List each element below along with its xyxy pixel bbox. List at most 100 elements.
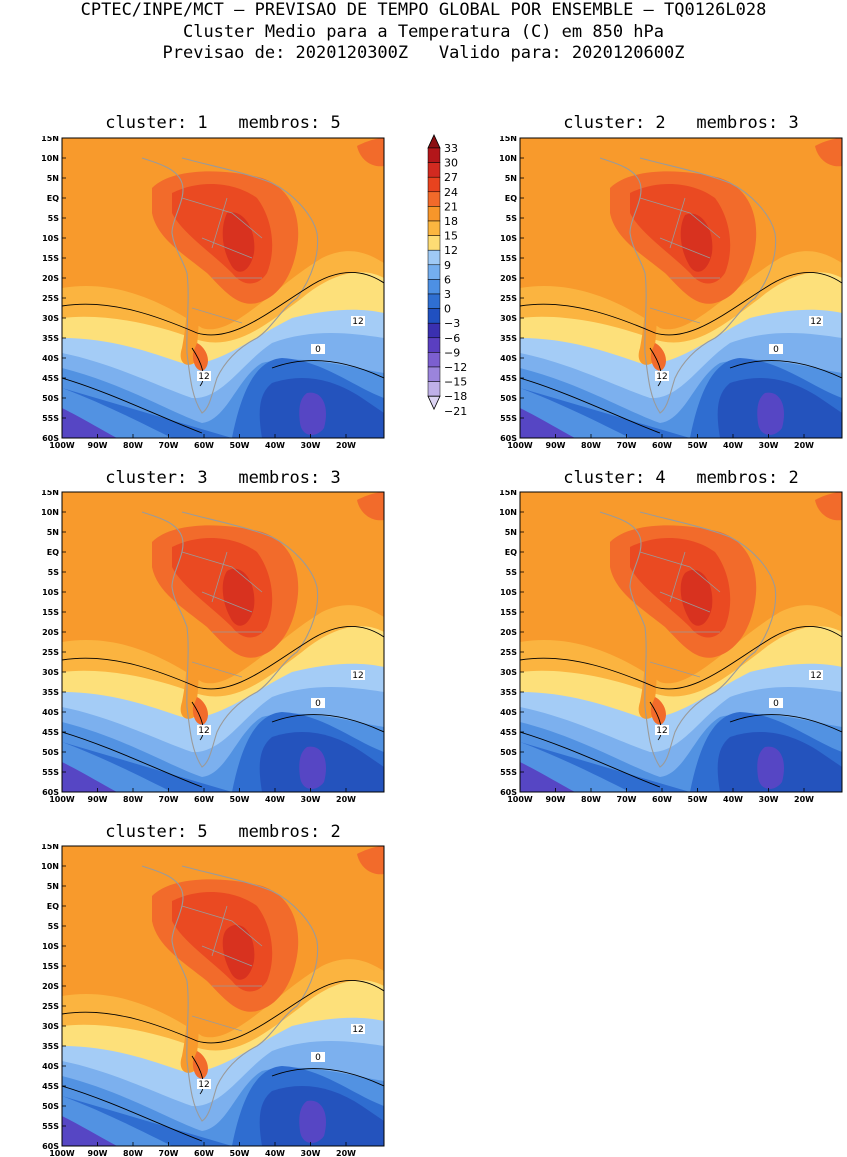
lat-label: 15S (42, 254, 59, 263)
lat-label: 5S (48, 922, 60, 931)
lon-label: 60W (652, 795, 672, 802)
contour-label-bg (197, 725, 211, 735)
lat-label: 45S (42, 728, 59, 737)
lon-label: 80W (123, 441, 143, 448)
contour-label: 12 (656, 372, 667, 382)
lon-label: 90W (88, 1149, 108, 1156)
lat-label: 10N (499, 154, 517, 163)
cluster-5-map: 12 12 0 15N 10N 5N EQ 5S 10S 15S 20S 25S 30S 35S 40S 45… (41, 844, 385, 1156)
lat-label: 55S (42, 414, 59, 423)
lat-label: 25S (42, 648, 59, 657)
andes-warm-tongue (180, 612, 199, 719)
lon-label: 80W (123, 1149, 143, 1156)
lat-label: EQ (47, 194, 59, 203)
lat-label: 5N (47, 174, 59, 183)
contour-label: 0 (315, 1053, 321, 1063)
contour-12-andes (191, 1055, 204, 1095)
contour-label-bg (197, 1079, 211, 1089)
contour-label-bg (311, 344, 325, 354)
lon-label: 30W (301, 795, 321, 802)
lat-label: 15S (42, 962, 59, 971)
lon-label: 40W (723, 441, 743, 448)
cluster-2-map: 12 12 0 15N 10N 5N EQ 5S 10S 15S 20S 25S 30S 35S 40S 45… (499, 136, 843, 448)
lon-label: 40W (723, 795, 743, 802)
northeast-warm-patch (357, 138, 384, 167)
lat-label: 15N (41, 844, 59, 851)
country-borders (181, 551, 263, 678)
lat-label: 30S (42, 1022, 59, 1031)
lat-label: 15N (499, 490, 517, 497)
colorbar-swatch (427, 206, 441, 222)
contour-label-bg (311, 698, 325, 708)
contour-label: 0 (315, 699, 321, 709)
patagonia-warm-spot (192, 343, 208, 371)
colorbar-swatch (427, 176, 441, 193)
cold-core (299, 746, 327, 789)
hot-core (222, 568, 255, 626)
lon-label: 80W (581, 795, 601, 802)
lon-label: 90W (88, 795, 108, 802)
lon-label: 70W (617, 441, 637, 448)
contour-label-bg (769, 698, 783, 708)
lat-label: 50S (42, 394, 59, 403)
contour-0 (62, 1068, 384, 1142)
lat-label: 20S (500, 274, 517, 283)
colorbar-swatch (427, 322, 441, 339)
country-borders (181, 905, 263, 1032)
lon-label: 80W (123, 795, 143, 802)
isotherm-band-minus6 (62, 408, 117, 438)
lat-label: 35S (500, 688, 517, 697)
lon-label: 40W (265, 441, 285, 448)
lon-label: 50W (230, 441, 250, 448)
lon-label: 50W (230, 795, 250, 802)
northeast-warm-patch (815, 138, 842, 167)
contour-12 (62, 625, 384, 690)
cold-core (757, 392, 785, 435)
contour-label: 12 (352, 1025, 363, 1035)
lon-label: 30W (759, 795, 779, 802)
contour-12-andes (649, 701, 662, 741)
lon-label: 90W (546, 441, 566, 448)
lat-label: 10S (42, 588, 59, 597)
lon-label: 70W (159, 441, 179, 448)
colorbar-bottom-arrow (427, 395, 441, 411)
cluster-3-title: cluster: 3 membros: 3 (105, 468, 341, 488)
hot-core (680, 569, 713, 626)
colorbar-label: −6 (444, 332, 460, 345)
lat-label: 10S (500, 234, 517, 243)
contour-12 (62, 271, 384, 336)
andes-warm-tongue (180, 966, 199, 1073)
colorbar-label: 24 (444, 186, 458, 199)
lat-label: 10N (41, 862, 59, 871)
lat-label: 55S (500, 414, 517, 423)
lat-label: EQ (505, 194, 517, 203)
colorbar-label: −3 (444, 317, 460, 330)
cluster-2-title: cluster: 2 membros: 3 (563, 113, 799, 133)
lat-label: 5N (47, 882, 59, 891)
colorbar-label: −12 (444, 361, 467, 374)
coastline (141, 511, 319, 768)
colorbar-swatch (427, 308, 441, 324)
lat-label: 25S (500, 294, 517, 303)
lat-label: EQ (505, 548, 517, 557)
coastline (141, 157, 319, 414)
patagonia-warm-spot (192, 1051, 208, 1079)
lon-label: 70W (159, 1149, 179, 1156)
isotherm-band-minus6 (520, 762, 575, 792)
colorbar-swatch (427, 264, 441, 280)
colorbar-swatch (427, 352, 441, 368)
lat-label: 30S (500, 314, 517, 323)
contour-12 (520, 271, 842, 336)
lat-label: 15N (41, 490, 59, 497)
lat-label: 45S (42, 374, 59, 383)
lat-label: 25S (42, 1002, 59, 1011)
contour-label: 12 (198, 1080, 209, 1090)
lat-label: EQ (47, 548, 59, 557)
cluster-1-map: 12 12 0 15N 10N 5N EQ 5S 10S 15S 20S 25S 30S 35S 40S 45… (41, 136, 385, 448)
lon-label: 20W (794, 795, 814, 802)
lat-label: 10N (41, 154, 59, 163)
cold-core (299, 1100, 327, 1143)
lon-label: 50W (688, 441, 708, 448)
lat-label: 35S (42, 334, 59, 343)
